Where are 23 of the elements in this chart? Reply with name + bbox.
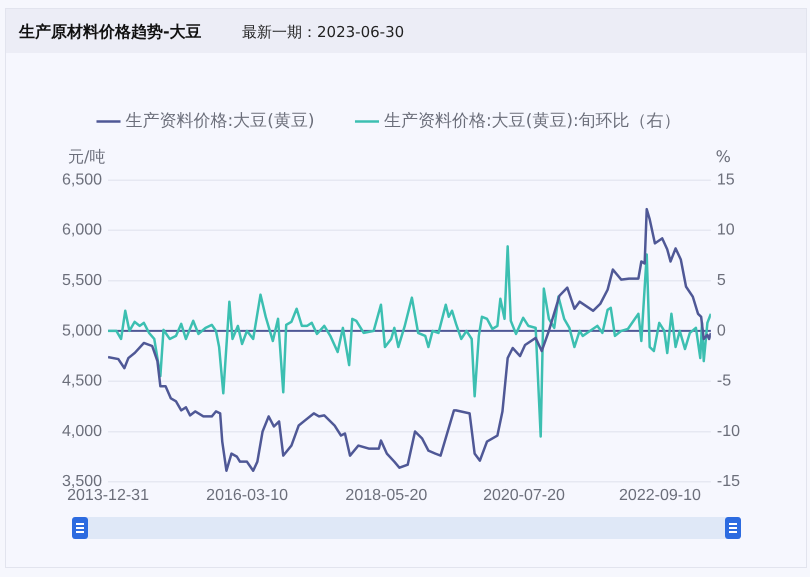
y2-tick-label: -5 (716, 372, 732, 390)
y2-tick-label: 10 (716, 222, 735, 239)
y2-tick-label: 0 (716, 322, 726, 340)
chart-title: 生产原材料价格趋势-大豆 (19, 22, 202, 43)
y-tick-label: 5,500 (62, 272, 102, 290)
y2-tick-label: 5 (716, 272, 726, 290)
legend-label: 生产资料价格:大豆(黄豆) (126, 110, 314, 131)
x-tick-label: 2022-09-10 (619, 486, 701, 504)
x-tick-label: 2020-07-20 (483, 486, 566, 504)
y-tick-label: 6,500 (62, 171, 102, 188)
x-tick-label: 2016-03-10 (206, 486, 288, 504)
chart-subtitle: 最新一期：2023-06-30 (242, 23, 404, 42)
y-tick-label: 4,500 (62, 372, 102, 390)
y2-tick-label: 15 (716, 171, 735, 188)
x-tick-label: 2018-05-20 (345, 486, 428, 504)
y2-tick-label: -10 (716, 422, 740, 440)
y-tick-label: 4,000 (62, 422, 102, 440)
y2-tick-label: -15 (716, 473, 740, 490)
y2-axis-title: % (716, 147, 731, 166)
y-tick-label: 6,000 (62, 222, 102, 239)
y-tick-label: 5,000 (62, 322, 102, 340)
legend-label: 生产资料价格:大豆(黄豆):旬环比（右） (384, 110, 681, 131)
y-axis-title: 元/吨 (68, 147, 106, 166)
